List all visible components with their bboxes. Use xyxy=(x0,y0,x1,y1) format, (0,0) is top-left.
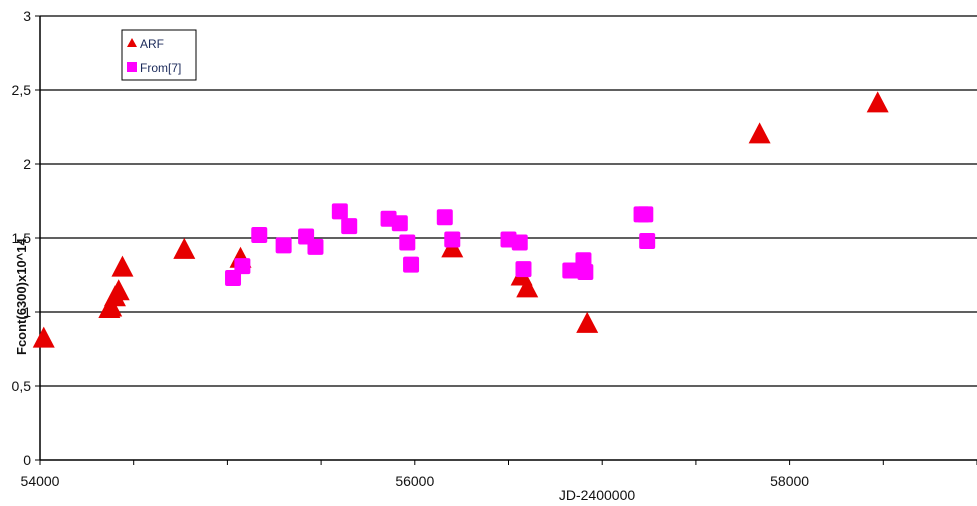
y-axis-label: Fcont(6300)x10^14 xyxy=(14,238,29,355)
x-tick-label: 56000 xyxy=(395,473,434,489)
point-from7 xyxy=(436,209,453,226)
point-arf xyxy=(32,326,55,348)
point-from7 xyxy=(562,262,579,279)
point-from7 xyxy=(515,261,532,278)
y-tick-label: 2 xyxy=(23,156,31,172)
point-from7 xyxy=(307,238,324,255)
x-tick-labels: 54000 56000 58000 xyxy=(21,473,810,489)
point-from7 xyxy=(275,237,292,254)
data-points xyxy=(32,91,889,348)
point-arf xyxy=(111,255,134,277)
point-from7 xyxy=(639,232,656,249)
point-arf xyxy=(866,91,889,113)
point-from7 xyxy=(331,203,348,220)
point-from7 xyxy=(444,231,461,248)
legend-arf-marker xyxy=(127,38,137,47)
axes xyxy=(39,16,977,461)
y-tick-label: 3 xyxy=(23,8,31,24)
point-from7 xyxy=(403,256,420,273)
point-arf xyxy=(748,122,771,144)
point-from7 xyxy=(511,234,528,251)
point-from7 xyxy=(637,206,654,223)
point-arf xyxy=(576,311,599,333)
x-tick-label: 54000 xyxy=(21,473,60,489)
legend: ARF From[7] xyxy=(121,29,197,81)
y-tick-label: 1 xyxy=(23,304,31,320)
point-arf xyxy=(173,237,196,259)
point-from7 xyxy=(251,227,268,244)
point-arf xyxy=(516,276,539,298)
point-arf xyxy=(107,279,130,301)
legend-arf-label: ARF xyxy=(140,37,164,51)
y-tick-label: 0,5 xyxy=(12,378,32,394)
x-tick-label: 58000 xyxy=(770,473,809,489)
point-from7 xyxy=(234,258,251,275)
x-axis-label: JD-2400000 xyxy=(559,487,635,503)
legend-from7-marker xyxy=(127,62,137,72)
point-from7 xyxy=(341,218,358,235)
y-tick-labels: 0 0,5 1 1,5 2 2,5 3 xyxy=(12,8,32,468)
y-tick-label: 1,5 xyxy=(12,230,32,246)
y-tick-label: 2,5 xyxy=(12,82,32,98)
point-from7 xyxy=(399,234,416,251)
point-from7 xyxy=(391,215,408,232)
y-tick-label: 0 xyxy=(23,452,31,468)
point-from7 xyxy=(577,264,594,281)
legend-from7-label: From[7] xyxy=(140,61,181,75)
